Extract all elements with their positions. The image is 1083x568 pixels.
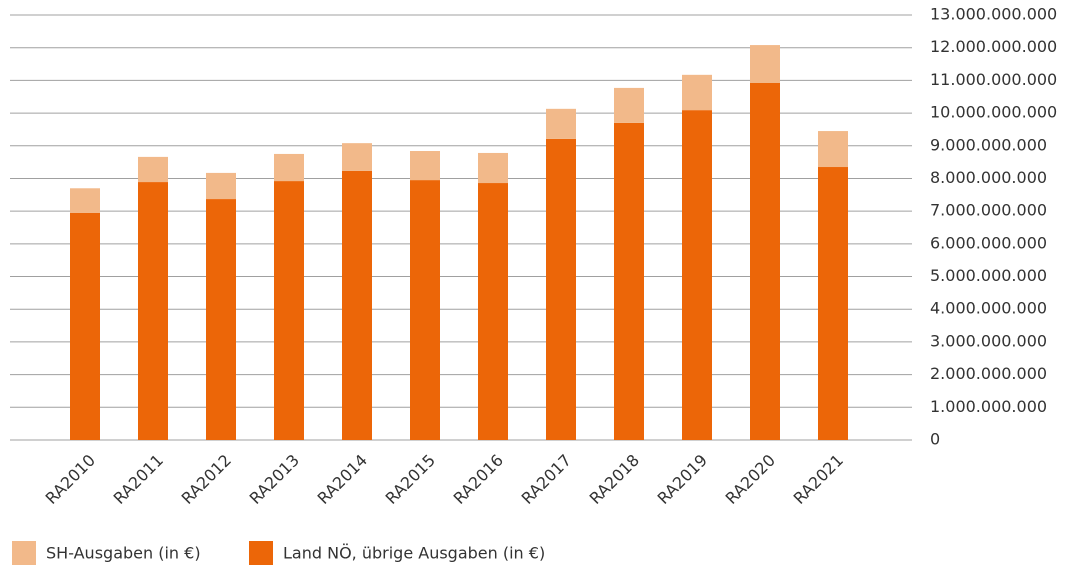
bar-segment [682, 110, 712, 440]
y-tick-label: 11.000.000.000 [930, 70, 1057, 89]
x-tick-label: RA2017 [518, 451, 575, 508]
x-tick-label: RA2019 [654, 451, 711, 508]
legend-swatch [249, 541, 273, 565]
x-tick-label: RA2012 [178, 451, 235, 508]
bar-segment [818, 167, 848, 440]
y-tick-label: 4.000.000.000 [930, 299, 1047, 318]
x-tick-label: RA2021 [790, 451, 847, 508]
bar-segment [818, 131, 848, 168]
x-tick-label: RA2018 [586, 451, 643, 508]
bar-segment [478, 183, 508, 441]
y-tick-label: 0 [930, 430, 940, 449]
bar-segment [614, 122, 644, 440]
y-tick-label: 9.000.000.000 [930, 135, 1047, 154]
bar-segment [70, 212, 100, 440]
bar-segment [750, 45, 780, 83]
y-tick-label: 8.000.000.000 [930, 168, 1047, 187]
bar-segment [614, 87, 644, 123]
bar-segment [750, 83, 780, 440]
bar-segment [138, 156, 168, 183]
bar-segment [478, 152, 508, 184]
y-tick-label: 10.000.000.000 [930, 103, 1057, 122]
bar-segment [274, 181, 304, 441]
bar-segment [274, 153, 304, 182]
bar-segment [546, 108, 576, 139]
bar-segment [342, 143, 372, 171]
y-tick-label: 7.000.000.000 [930, 201, 1047, 220]
bar-segment [546, 138, 576, 440]
x-tick-label: RA2010 [42, 451, 99, 508]
bar-segment [206, 199, 236, 440]
legend-swatch [12, 541, 36, 565]
y-tick-label: 1.000.000.000 [930, 397, 1047, 416]
x-tick-label: RA2011 [110, 451, 167, 508]
legend-label: Land NÖ, übrige Ausgaben (in €) [283, 544, 545, 563]
x-tick-label: RA2016 [450, 451, 507, 508]
x-tick-label: RA2013 [246, 451, 303, 508]
bar-segment [70, 188, 100, 213]
y-tick-label: 5.000.000.000 [930, 266, 1047, 285]
bar-segment [410, 151, 440, 181]
x-tick-label: RA2015 [382, 451, 439, 508]
y-tick-label: 12.000.000.000 [930, 37, 1057, 56]
y-tick-label: 2.000.000.000 [930, 364, 1047, 383]
x-tick-label: RA2020 [722, 451, 779, 508]
bar-segment [138, 182, 168, 441]
bar-segment [682, 74, 712, 111]
bar-segment [342, 170, 372, 440]
y-tick-label: 3.000.000.000 [930, 331, 1047, 350]
y-tick-label: 6.000.000.000 [930, 233, 1047, 252]
bar-segment [206, 172, 236, 200]
bar-segment [410, 180, 440, 440]
y-tick-label: 13.000.000.000 [930, 5, 1057, 24]
legend-label: SH-Ausgaben (in €) [46, 544, 201, 563]
x-tick-label: RA2014 [314, 451, 371, 508]
